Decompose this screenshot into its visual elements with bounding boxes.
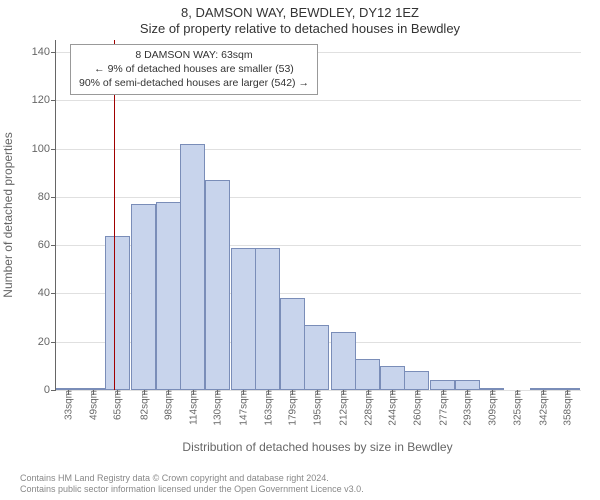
footer-line: Contains public sector information licen…: [20, 484, 364, 496]
histogram-bar: [430, 380, 455, 390]
y-tick-label: 0: [44, 384, 56, 396]
x-tick-label: 65sqm: [111, 390, 124, 420]
annotation-line: 90% of semi-detached houses are larger (…: [79, 76, 309, 90]
x-tick-label: 260sqm: [410, 390, 423, 426]
histogram-bar: [131, 204, 156, 390]
x-tick-label: 163sqm: [261, 390, 274, 426]
footer: Contains HM Land Registry data © Crown c…: [20, 473, 364, 496]
histogram-bar: [455, 380, 480, 390]
reference-annotation: 8 DAMSON WAY: 63sqm← 9% of detached hous…: [70, 44, 318, 95]
histogram-bar: [304, 325, 329, 390]
x-tick-label: 130sqm: [211, 390, 224, 426]
histogram-bar: [105, 236, 130, 390]
x-tick-label: 293sqm: [461, 390, 474, 426]
x-axis-title: Distribution of detached houses by size …: [55, 440, 580, 454]
y-tick-label: 20: [38, 336, 56, 348]
histogram-bar: [355, 359, 380, 390]
histogram-bar: [331, 332, 356, 390]
y-tick-label: 40: [38, 287, 56, 299]
x-tick-label: 179sqm: [286, 390, 299, 426]
x-tick-label: 358sqm: [561, 390, 574, 426]
annotation-line: ← 9% of detached houses are smaller (53): [79, 62, 309, 76]
x-tick-label: 212sqm: [337, 390, 350, 426]
x-tick-label: 147sqm: [237, 390, 250, 426]
y-tick-label: 120: [32, 94, 56, 106]
x-tick-label: 228sqm: [361, 390, 374, 426]
annotation-line: 8 DAMSON WAY: 63sqm: [79, 48, 309, 62]
x-tick-label: 244sqm: [386, 390, 399, 426]
x-tick-label: 98sqm: [162, 390, 175, 420]
histogram-bar: [231, 248, 256, 390]
x-tick-label: 325sqm: [510, 390, 523, 426]
y-axis-title: Number of detached properties: [1, 132, 15, 297]
page-title: 8, DAMSON WAY, BEWDLEY, DY12 1EZ: [0, 0, 600, 20]
page-subtitle: Size of property relative to detached ho…: [0, 20, 600, 36]
histogram-bar: [205, 180, 230, 390]
histogram-bar: [180, 144, 205, 390]
x-tick-label: 33sqm: [62, 390, 75, 420]
x-tick-label: 277sqm: [436, 390, 449, 426]
x-tick-label: 49sqm: [86, 390, 99, 420]
footer-line: Contains HM Land Registry data © Crown c…: [20, 473, 364, 485]
y-tick-label: 60: [38, 239, 56, 251]
x-tick-label: 195sqm: [310, 390, 323, 426]
x-tick-label: 114sqm: [186, 390, 199, 425]
histogram-bar: [255, 248, 280, 390]
histogram-bar: [280, 298, 305, 390]
y-tick-label: 140: [32, 46, 56, 58]
y-tick-label: 100: [32, 143, 56, 155]
x-tick-label: 342sqm: [536, 390, 549, 426]
histogram-bar: [404, 371, 429, 390]
x-tick-label: 82sqm: [137, 390, 150, 420]
y-tick-label: 80: [38, 191, 56, 203]
histogram-bar: [380, 366, 405, 390]
x-tick-label: 309sqm: [485, 390, 498, 426]
histogram-bar: [156, 202, 181, 390]
